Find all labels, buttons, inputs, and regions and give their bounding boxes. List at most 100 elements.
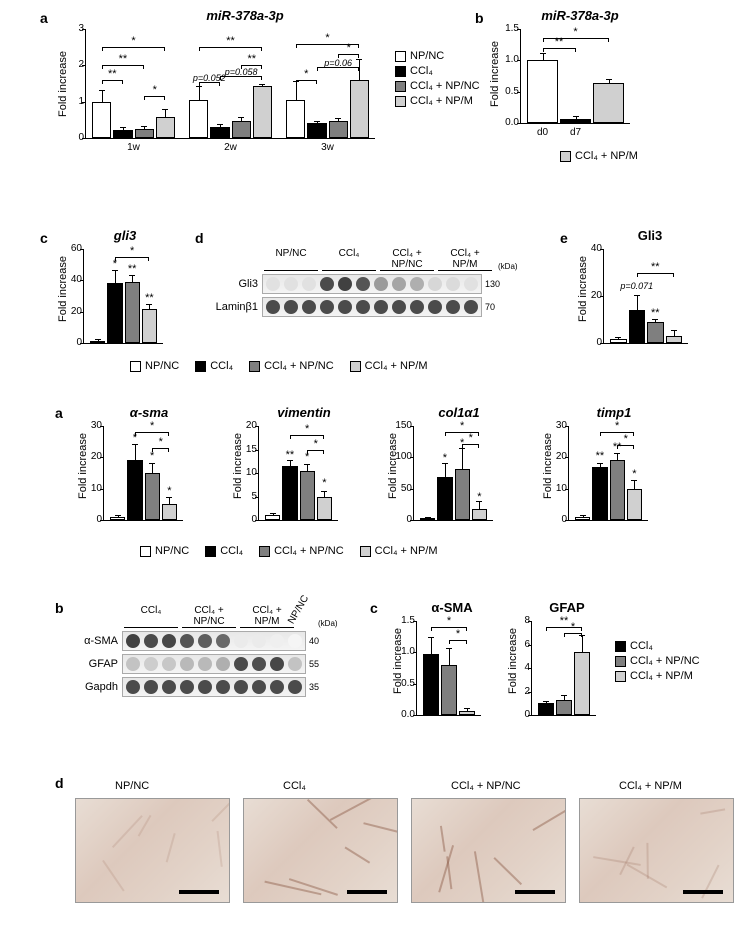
bar <box>538 703 554 715</box>
blot-lane <box>162 657 176 671</box>
mid-a-chart: col1α1Fold increase050100150***** <box>385 405 515 515</box>
ytick-label: 8 <box>508 615 530 626</box>
bar <box>455 469 470 520</box>
legend-item: CCl₄ <box>615 640 700 652</box>
bar <box>265 515 280 520</box>
blot-lane <box>270 634 284 648</box>
scale-bar <box>347 890 387 894</box>
blot-lane <box>216 680 230 694</box>
panel-c-top-label: c <box>40 230 48 246</box>
legend-item: CCl₄ + NP/NC <box>395 80 480 92</box>
blot-lane <box>198 657 212 671</box>
legend-swatch <box>395 81 406 92</box>
bar <box>156 117 175 138</box>
blot-lane <box>428 300 442 314</box>
ytick-label: 30 <box>80 420 102 431</box>
blot-lane <box>126 634 140 648</box>
legend-label: CCl₄ + NP/M <box>410 95 473 107</box>
blot-band <box>122 631 306 651</box>
legend-item: CCl₄ + NP/NC <box>259 545 344 557</box>
ytick-label: 0 <box>80 514 102 525</box>
kda-label: (kDa) <box>498 262 518 271</box>
bar <box>629 310 646 343</box>
mid-c-chart: α-SMAFold increase0.00.51.01.5** <box>390 600 500 710</box>
blot-lane-label: CCl₄ <box>322 248 376 271</box>
panel-a-mid-label: a <box>55 405 63 421</box>
legend-label: CCl₄ + NP/M <box>630 670 693 682</box>
panel-c-mid-label: c <box>370 600 378 616</box>
blot-protein-label: Gapdh <box>70 681 122 693</box>
blot-row: Gapdh35 <box>70 677 350 697</box>
legend-swatch <box>615 671 626 682</box>
bar <box>610 339 627 343</box>
ytick-label: 0.0 <box>497 117 519 128</box>
panel-b-top-label: b <box>475 10 484 26</box>
ytick-label: 20 <box>545 451 567 462</box>
ytick-label: 0.5 <box>497 86 519 97</box>
ytick-label: 2 <box>508 686 530 697</box>
legend-label: CCl₄ + NP/NC <box>264 360 334 372</box>
legend-swatch <box>195 361 206 372</box>
legend-label: CCl₄ + NP/NC <box>410 80 480 92</box>
blot-lane <box>234 680 248 694</box>
blot-lane <box>144 657 158 671</box>
blot-lane-label: CCl₄ + NP/NC <box>380 248 434 271</box>
chart-title: vimentin <box>248 405 360 420</box>
blot-lane <box>392 277 406 291</box>
bar <box>437 477 452 520</box>
legend-label: CCl₄ <box>210 360 233 372</box>
blot-lane-label: NP/NC <box>264 248 318 271</box>
bar <box>472 509 487 520</box>
blot-row: GFAP55 <box>70 654 350 674</box>
legend-label: CCl₄ + NP/NC <box>274 545 344 557</box>
bar <box>127 460 142 520</box>
bar <box>329 121 348 138</box>
ytick-label: 40 <box>60 274 82 285</box>
ytick-label: 3 <box>62 23 84 34</box>
legend-label: NP/NC <box>410 50 444 62</box>
blot-lane <box>446 277 460 291</box>
histology-image <box>243 798 398 903</box>
bar <box>253 86 272 138</box>
blot-lane <box>338 277 352 291</box>
legend-label: CCl₄ <box>630 640 653 652</box>
histology-image <box>75 798 230 903</box>
bar <box>527 60 558 123</box>
legend-label: NP/NC <box>145 360 179 372</box>
blot-lane <box>356 277 370 291</box>
axes: 0102030***** <box>103 426 183 521</box>
mid-a-chart: timp1Fold increase0102030******* <box>540 405 670 515</box>
legend-item: CCl₄ + NP/M <box>360 545 438 557</box>
ytick-label: 1 <box>62 96 84 107</box>
ytick-label: 5 <box>235 491 257 502</box>
legend-swatch <box>259 546 270 557</box>
ytick-label: 10 <box>80 483 102 494</box>
legend-label: CCl₄ <box>410 65 433 77</box>
legend-swatch <box>615 641 626 652</box>
legend-swatch <box>560 151 571 162</box>
blot-lane-label: CCl₄ <box>124 605 178 628</box>
blot-row: Laminβ170 <box>210 297 540 317</box>
legend-mid-a: NP/NCCCl₄CCl₄ + NP/NCCCl₄ + NP/M <box>140 545 454 560</box>
blot-lane <box>356 300 370 314</box>
legend-swatch <box>205 546 216 557</box>
legend-label: CCl₄ + NP/M <box>365 360 428 372</box>
chart-e-top: Gli3 Fold increase 02040**p=0.071** <box>575 228 705 338</box>
blot-row: α-SMA40 <box>70 631 350 651</box>
ytick-label: 0 <box>390 514 412 525</box>
blot-band <box>262 297 482 317</box>
blot-lane <box>162 634 176 648</box>
ytick-label: 0 <box>62 132 84 143</box>
ytick-label: 50 <box>390 483 412 494</box>
chart-e-top-ylabel: Fold increase <box>577 256 589 322</box>
legend-swatch <box>395 51 406 62</box>
bar <box>145 473 160 520</box>
scale-bar <box>515 890 555 894</box>
mw-label: 70 <box>482 302 495 312</box>
ytick-label: 40 <box>580 243 602 254</box>
mid-a-chart: α-smaFold increase0102030***** <box>75 405 205 515</box>
blot-lane <box>288 657 302 671</box>
blot-d-top: NP/NCCCl₄CCl₄ + NP/NCCCl₄ + NP/M(kDa)Gli… <box>210 248 540 320</box>
bar <box>307 123 326 138</box>
ytick-label: 0 <box>545 514 567 525</box>
